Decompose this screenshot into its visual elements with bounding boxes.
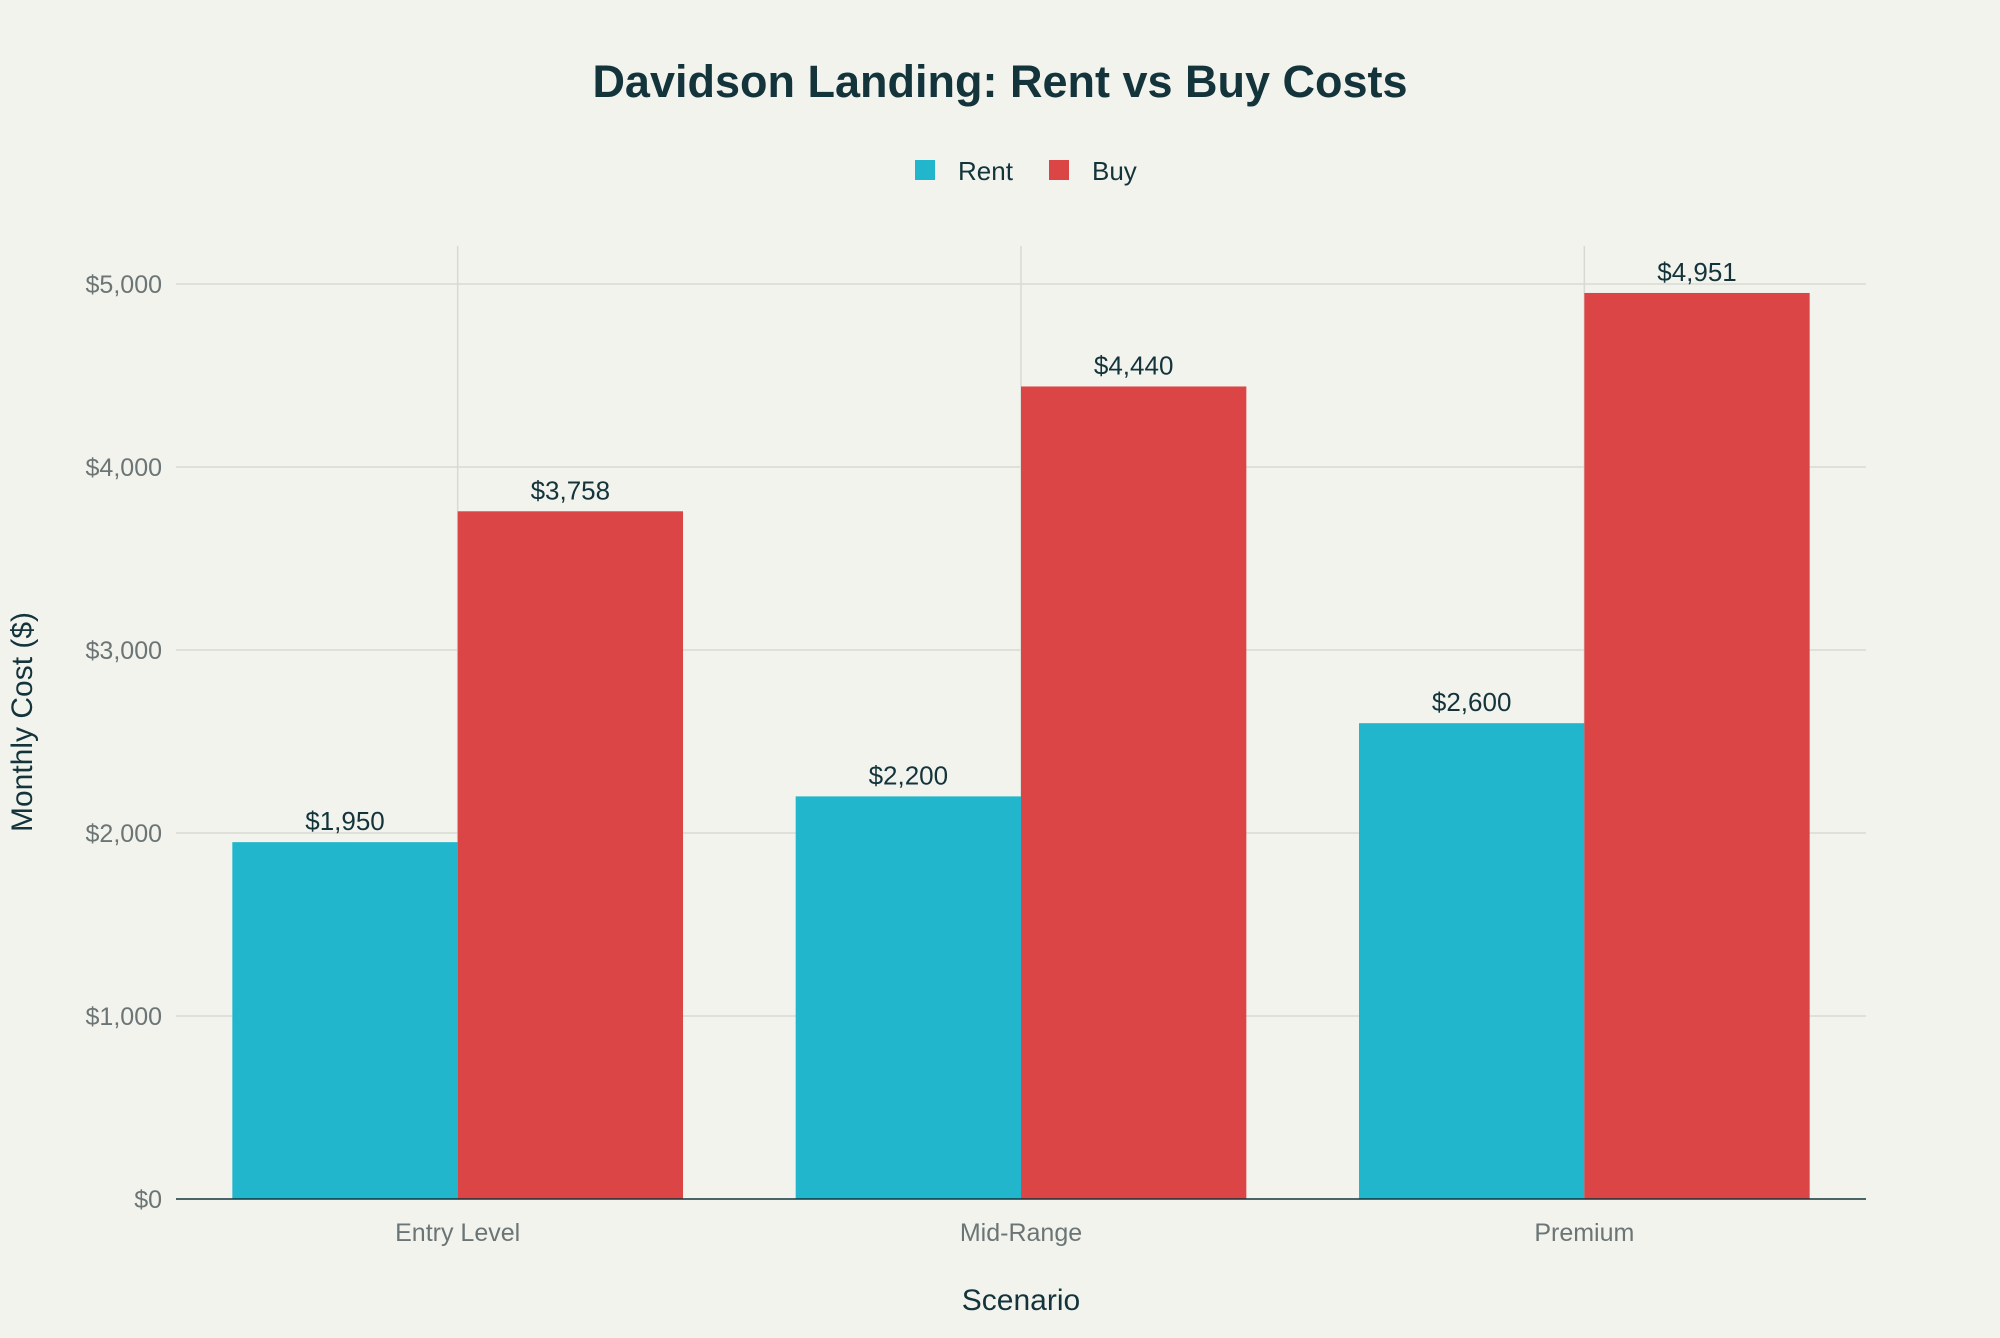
legend: Rent Buy (915, 156, 1137, 186)
axes: $0 $1,000 $2,000 $3,000 $4,000 $5,000 Entry Le… (86, 271, 1866, 1247)
y-tick-label: $5,000 (86, 271, 162, 299)
data-label-buy: $4,440 (1094, 350, 1174, 380)
legend-label-buy[interactable]: Buy (1092, 156, 1137, 186)
data-labels: $1,950 $3,758 $2,200 $4,440 $2,600 $4,951 (305, 257, 1737, 836)
data-label-rent: $2,600 (1432, 687, 1512, 717)
y-tick-label: $3,000 (86, 637, 162, 665)
data-label-rent: $2,200 (869, 760, 949, 790)
bars (232, 292, 1810, 1200)
legend-swatch-buy (1049, 160, 1069, 180)
x-tick-label: Premium (1534, 1219, 1634, 1247)
x-axis-title: Scenario (962, 1284, 1080, 1317)
data-label-buy: $4,951 (1657, 257, 1737, 287)
data-label-buy: $3,758 (531, 475, 611, 505)
bar-rent (1359, 723, 1585, 1199)
bar-buy (1584, 292, 1810, 1199)
y-tick-label: $1,000 (86, 1003, 162, 1031)
legend-swatch-rent (915, 160, 935, 180)
chart-title: Davidson Landing: Rent vs Buy Costs (592, 56, 1407, 107)
x-tick-label: Mid-Range (960, 1219, 1082, 1247)
bar-rent (232, 842, 458, 1199)
x-tick-label: Entry Level (395, 1219, 520, 1247)
legend-label-rent[interactable]: Rent (958, 156, 1014, 186)
y-tick-label: $2,000 (86, 820, 162, 848)
bar-buy (1021, 386, 1247, 1200)
y-axis-title: Monthly Cost ($) (6, 612, 39, 832)
data-label-rent: $1,950 (305, 806, 385, 836)
y-tick-label: $0 (134, 1186, 162, 1214)
y-tick-label: $4,000 (86, 454, 162, 482)
bar-buy (457, 511, 683, 1199)
bar-rent (795, 796, 1021, 1199)
